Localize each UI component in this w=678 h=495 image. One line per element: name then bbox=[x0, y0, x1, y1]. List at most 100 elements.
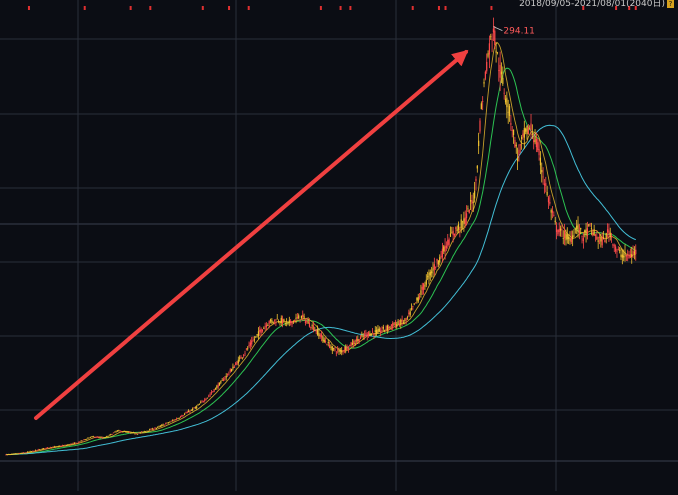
help-badge-icon[interactable]: ? bbox=[667, 0, 674, 8]
candle-body bbox=[377, 328, 379, 333]
candle-body bbox=[530, 123, 532, 130]
candle-body bbox=[287, 321, 289, 324]
candle-body bbox=[115, 431, 117, 433]
event-marker bbox=[129, 6, 132, 10]
candle-body bbox=[427, 276, 429, 278]
candle-body bbox=[402, 322, 405, 324]
candle-body bbox=[81, 440, 84, 442]
candle-body bbox=[308, 322, 311, 327]
candle-body bbox=[361, 334, 363, 336]
candle-body bbox=[543, 183, 546, 186]
event-marker bbox=[411, 6, 414, 10]
candle-body bbox=[441, 248, 444, 258]
candle-body bbox=[568, 237, 570, 239]
candle-body bbox=[324, 340, 327, 342]
candle-body bbox=[417, 297, 419, 302]
candle-body bbox=[235, 363, 237, 365]
candle-body bbox=[41, 448, 43, 450]
candle-body bbox=[249, 342, 251, 346]
candle-body bbox=[327, 342, 329, 344]
candle-body bbox=[608, 230, 610, 235]
candle-body bbox=[296, 317, 298, 318]
candle-body bbox=[500, 71, 503, 75]
candle-body bbox=[149, 429, 151, 431]
candle-body bbox=[239, 357, 241, 359]
candle-body bbox=[84, 439, 86, 441]
candle-body bbox=[200, 402, 202, 404]
candle-body bbox=[37, 449, 39, 451]
candle-body bbox=[53, 446, 55, 448]
candle-body bbox=[558, 228, 560, 233]
candle-body bbox=[559, 228, 562, 231]
candle-body bbox=[539, 157, 542, 166]
candle-body bbox=[472, 201, 474, 203]
candle-body bbox=[174, 419, 176, 421]
candle-body bbox=[157, 426, 159, 428]
candle-body bbox=[127, 431, 129, 433]
candle-body bbox=[366, 333, 368, 337]
candle-body bbox=[483, 81, 485, 84]
candle-body bbox=[573, 235, 575, 237]
candle-body bbox=[374, 330, 376, 332]
candle-body bbox=[381, 329, 383, 331]
candle-body bbox=[99, 437, 101, 439]
candle-body bbox=[523, 128, 525, 138]
candle-body bbox=[271, 320, 273, 323]
candle-body bbox=[428, 272, 430, 279]
candle-body bbox=[355, 338, 358, 342]
candle-body bbox=[339, 350, 341, 352]
candle-body bbox=[304, 321, 307, 323]
candle-body bbox=[61, 445, 63, 447]
candle-body bbox=[177, 418, 179, 420]
candle-body bbox=[510, 123, 512, 125]
candle-body bbox=[197, 404, 199, 406]
candle-body bbox=[118, 430, 120, 432]
candle-body bbox=[335, 352, 337, 354]
candle-body bbox=[504, 98, 507, 103]
candle-body bbox=[620, 254, 622, 257]
candle-body bbox=[498, 70, 500, 72]
candle-body bbox=[435, 267, 437, 269]
candle-body bbox=[343, 349, 345, 351]
candle-body bbox=[64, 444, 66, 446]
candle-body bbox=[452, 230, 454, 235]
candle-body bbox=[398, 323, 401, 326]
candle-body bbox=[216, 386, 218, 388]
candle-body bbox=[588, 224, 590, 226]
candle-body bbox=[265, 324, 268, 328]
candle-body bbox=[268, 321, 270, 324]
max-pointer bbox=[493, 26, 503, 31]
candle-body bbox=[342, 350, 344, 352]
candle-body bbox=[515, 144, 517, 147]
candle-body bbox=[554, 220, 556, 223]
candle-body bbox=[198, 404, 200, 405]
candle-body bbox=[444, 245, 446, 253]
event-marker bbox=[444, 6, 447, 10]
candle-body bbox=[542, 176, 544, 178]
candle-body bbox=[63, 445, 65, 447]
candle-body bbox=[613, 245, 615, 247]
candle-body bbox=[175, 418, 178, 420]
candle-body bbox=[60, 446, 62, 447]
candle-body bbox=[189, 411, 191, 413]
candle-body bbox=[577, 224, 579, 232]
candle-body bbox=[565, 233, 567, 241]
max-price-label: 294.11 bbox=[503, 27, 534, 37]
candle-body bbox=[237, 359, 239, 364]
candle-body bbox=[193, 407, 195, 409]
candle-body bbox=[371, 331, 374, 333]
event-marker bbox=[83, 6, 86, 10]
candle-body bbox=[359, 337, 362, 340]
candle-body bbox=[580, 227, 582, 230]
candle-body bbox=[409, 311, 411, 316]
candle-body bbox=[159, 425, 162, 427]
event-marker bbox=[149, 6, 152, 10]
candle-body bbox=[310, 326, 312, 329]
candle-body bbox=[26, 451, 29, 453]
candle-body bbox=[511, 130, 513, 131]
candle-body bbox=[538, 148, 540, 156]
candle-body bbox=[521, 137, 523, 139]
candle-body bbox=[52, 446, 54, 448]
